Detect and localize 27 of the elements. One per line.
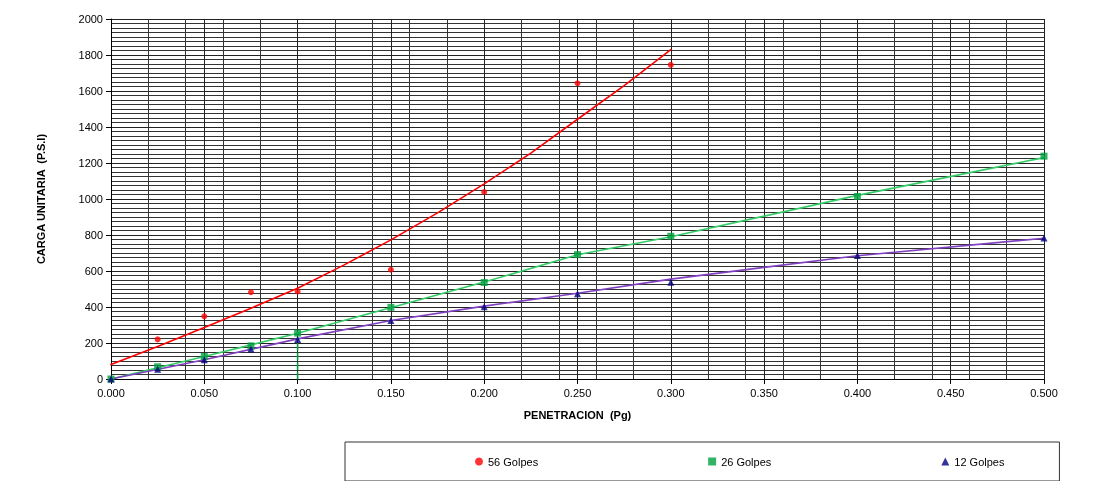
y-tick-label: 200 — [84, 337, 103, 349]
x-tick-label: 0.050 — [190, 386, 219, 399]
y-tick-label: 1800 — [78, 49, 103, 61]
legend-label: 12 Golpes — [954, 455, 1005, 468]
y-tick-label: 0 — [96, 373, 103, 385]
y-tick-label: 1000 — [78, 193, 103, 205]
y-tick-label: 400 — [84, 301, 103, 313]
y-tick-label: 800 — [84, 229, 103, 241]
y-tick-label: 2000 — [78, 13, 103, 25]
x-tick-label: 0.250 — [563, 386, 592, 399]
x-tick-label: 0.150 — [377, 386, 405, 399]
x-tick-label: 0.200 — [470, 386, 498, 399]
x-axis-title: PENETRACION (Pg) — [523, 408, 632, 421]
y-tick-label: 1600 — [78, 85, 103, 97]
x-tick-label: 0.300 — [657, 386, 685, 399]
x-tick-label: 0.100 — [283, 386, 312, 399]
y-tick-label: 600 — [84, 265, 103, 277]
legend-label: 56 Golpes — [488, 455, 539, 468]
y-tick-label: 1200 — [78, 157, 103, 169]
x-tick-label: 0.400 — [843, 386, 872, 399]
x-tick-label: 0.500 — [1030, 386, 1058, 399]
x-tick-label: 0.350 — [750, 386, 778, 399]
x-tick-label: 0.450 — [936, 386, 965, 399]
legend-label: 26 Golpes — [721, 455, 772, 468]
x-tick-label: 0.000 — [97, 386, 125, 399]
y-axis-title: CARGA UNITARIA (P.S.I) — [34, 133, 47, 265]
y-tick-label: 1400 — [78, 121, 103, 133]
